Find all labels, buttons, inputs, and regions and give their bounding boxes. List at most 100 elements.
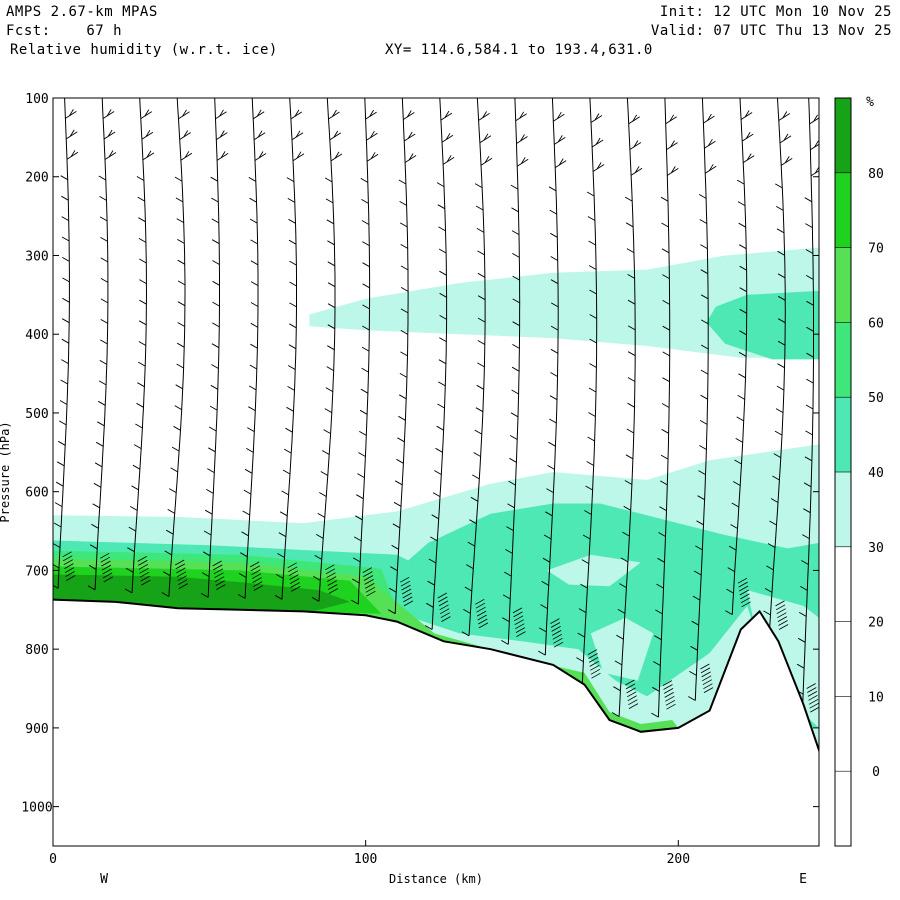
wind-barb-flag xyxy=(633,140,639,148)
rh-lower-core xyxy=(396,503,819,728)
wind-barb xyxy=(700,394,708,400)
wind-barb xyxy=(589,98,591,99)
wind-barb xyxy=(698,470,706,475)
wind-barb-flag xyxy=(520,157,526,165)
wind-barb xyxy=(394,480,403,486)
colorbar-band xyxy=(835,172,851,248)
wind-barb-low xyxy=(252,577,262,583)
wind-barb xyxy=(142,152,155,161)
colorbar-label: 50 xyxy=(868,391,884,406)
wind-barb xyxy=(578,608,587,613)
wind-barb xyxy=(592,164,605,172)
wind-barb xyxy=(538,650,546,656)
wind-barb xyxy=(61,359,69,364)
wind-barb xyxy=(698,194,707,199)
wind-barb xyxy=(100,298,109,304)
wind-barb xyxy=(588,240,596,246)
wind-barb xyxy=(510,412,519,418)
wind-barb-low xyxy=(138,560,148,566)
wind-barb xyxy=(628,116,640,125)
wind-barb xyxy=(97,400,106,406)
wind-barb xyxy=(210,384,219,390)
wind-barb xyxy=(725,610,733,615)
wind-barb xyxy=(738,351,747,357)
wind-barb-flag xyxy=(557,135,563,143)
wind-barb-low xyxy=(250,565,260,572)
wind-barb xyxy=(91,523,99,529)
wind-barb-low xyxy=(290,582,300,588)
wind-barb xyxy=(289,323,297,329)
wind-barb xyxy=(804,197,813,203)
wind-barb xyxy=(64,98,66,99)
wind-barb xyxy=(504,571,512,577)
wind-barb-low xyxy=(666,703,676,710)
wind-barb-low xyxy=(288,566,298,573)
wind-barb-low xyxy=(403,600,414,607)
wind-barb xyxy=(61,236,70,242)
wind-barb xyxy=(249,197,257,203)
wind-barb-low xyxy=(177,575,187,582)
wind-barb xyxy=(99,196,107,201)
wind-barb xyxy=(549,418,557,424)
wind-barb xyxy=(168,488,177,493)
wind-barb xyxy=(133,444,142,449)
wind-barb-flag xyxy=(813,114,818,122)
wind-barb-low xyxy=(440,612,450,619)
wind-barb xyxy=(250,343,258,349)
wind-barb xyxy=(656,583,664,589)
wind-barb-flag xyxy=(258,151,264,159)
wind-barb xyxy=(424,625,433,630)
wind-barb-flag xyxy=(294,89,298,96)
wind-barb xyxy=(548,441,556,447)
wind-barb xyxy=(203,530,212,536)
wind-barb-low xyxy=(101,564,112,571)
wind-barb-low xyxy=(175,563,185,570)
wind-barb xyxy=(779,135,792,144)
wind-profile-line xyxy=(57,98,70,589)
wind-barb xyxy=(611,712,620,717)
wind-barb-low xyxy=(702,675,712,682)
wind-barb xyxy=(740,112,753,120)
wind-barb-low xyxy=(775,600,785,607)
wind-barb-flag xyxy=(670,166,676,174)
wind-barb xyxy=(361,199,369,204)
wind-barb xyxy=(62,297,70,303)
wind-barb-low xyxy=(778,624,789,630)
wind-barb xyxy=(589,338,597,344)
east-label: E xyxy=(799,872,807,887)
wind-barb xyxy=(587,216,596,221)
wind-barb xyxy=(283,448,292,454)
wind-barb xyxy=(97,421,105,427)
colorbar-label: 40 xyxy=(868,466,884,481)
wind-barb-low xyxy=(475,598,485,605)
wind-barb-low xyxy=(178,579,188,586)
wind-barb-low xyxy=(703,683,713,690)
wind-barb-low xyxy=(808,698,819,705)
wind-barb xyxy=(655,609,663,615)
wind-barb xyxy=(89,544,98,550)
wind-barb xyxy=(353,536,362,542)
wind-barb xyxy=(253,132,266,141)
wind-barb xyxy=(103,131,116,140)
wind-barb-low xyxy=(665,699,676,706)
colorbar-label: 0 xyxy=(872,765,880,780)
wind-barb xyxy=(763,610,771,616)
wind-barb xyxy=(426,602,434,608)
model-title: AMPS 2.67-km MPAS xyxy=(6,4,158,20)
wind-barb xyxy=(438,248,447,254)
wind-barb-low xyxy=(326,576,337,582)
wind-barb xyxy=(588,387,597,393)
wind-barb xyxy=(362,262,370,268)
wind-barb xyxy=(806,352,814,358)
wind-barb xyxy=(777,295,786,301)
wind-barb-low xyxy=(140,575,150,582)
wind-barb xyxy=(162,571,171,577)
wind-barb xyxy=(393,501,402,507)
wind-barb xyxy=(516,158,529,167)
wind-barb-flag xyxy=(69,129,75,137)
wind-barb xyxy=(588,265,597,270)
wind-barb xyxy=(479,135,492,144)
wind-barb-low xyxy=(212,560,222,567)
wind-barb xyxy=(137,361,146,367)
wind-barb xyxy=(437,204,446,210)
